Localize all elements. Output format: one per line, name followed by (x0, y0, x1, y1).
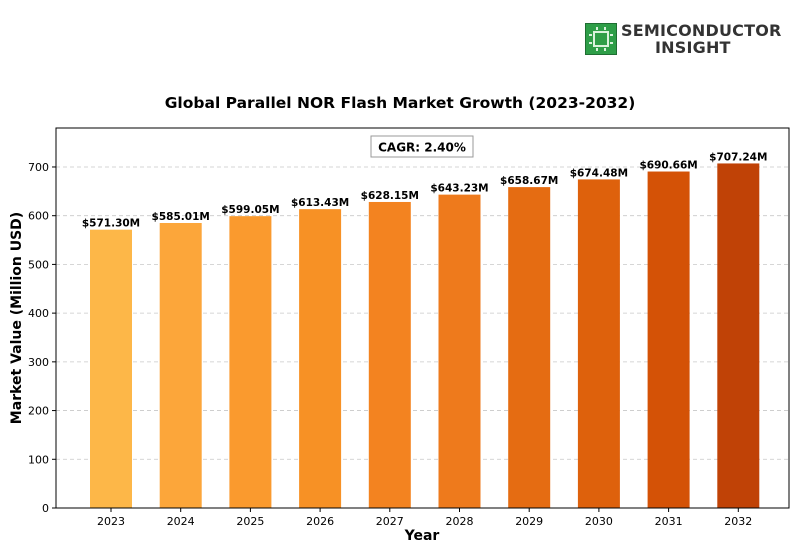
x-tick-label-2025: 2025 (236, 515, 264, 528)
chip-icon (585, 23, 617, 55)
x-axis: 2023 2024 2025 2026 2027 2028 2029 2030 2031 2032 (97, 508, 752, 528)
value-label-2030: $674.48M (570, 167, 628, 179)
x-tick-label-2031: 2031 (655, 515, 683, 528)
cagr-box (370, 135, 474, 158)
bar-2028 (438, 194, 481, 509)
x-tick-label-2032: 2032 (724, 515, 752, 528)
value-label-2024: $585.01M (152, 211, 210, 223)
y-axis-label: Market Value (Million USD) (9, 212, 25, 424)
y-axis: 0 100 200 300 400 500 600 700 (28, 161, 56, 515)
bar-2023 (90, 229, 132, 508)
y-tick-label: 700 (28, 161, 49, 174)
value-labels: $571.30M $585.01M $599.05M $613.43M $628.15M… (82, 151, 768, 229)
y-tick-label: 0 (42, 502, 49, 515)
value-label-2027: $628.15M (361, 190, 419, 202)
y-tick-label: 400 (28, 307, 49, 320)
value-label-2032: $707.24M (709, 151, 767, 163)
y-tick-label: 600 (28, 210, 49, 223)
y-tick-label: 100 (28, 453, 49, 466)
y-tick-label: 500 (28, 258, 49, 271)
value-label-2029: $658.67M (500, 175, 558, 187)
bar-2024 (159, 222, 202, 509)
bar-2027 (368, 201, 411, 508)
cagr-annotation: CAGR: 2.40% (370, 135, 474, 158)
value-label-2031: $690.66M (639, 160, 697, 172)
x-tick-label-2030: 2030 (585, 515, 613, 528)
value-label-2028: $643.23M (430, 183, 488, 195)
x-tick-label-2028: 2028 (446, 515, 474, 528)
y-tick-label: 200 (28, 405, 49, 418)
y-tick-label: 300 (28, 356, 49, 369)
bars (90, 163, 760, 509)
chart-title: Global Parallel NOR Flash Market Growth … (164, 94, 636, 112)
bar-2029 (508, 187, 551, 508)
bar-2030 (577, 179, 620, 509)
brand-name-line2: INSIGHT (655, 38, 731, 57)
bar-2031 (647, 171, 690, 509)
brand-name-line1: SEMICONDUCTOR (621, 21, 782, 40)
value-label-2025: $599.05M (221, 204, 279, 216)
cagr-text: CAGR: 2.40% (378, 141, 466, 155)
bar-2026 (299, 209, 342, 509)
x-tick-label-2024: 2024 (167, 515, 195, 528)
plot-frame (55, 127, 790, 509)
x-axis-label: Year (404, 528, 440, 544)
x-tick-label-2027: 2027 (376, 515, 404, 528)
x-tick-label-2023: 2023 (97, 515, 125, 528)
x-tick-label-2026: 2026 (306, 515, 334, 528)
value-label-2026: $613.43M (291, 197, 349, 209)
brand-logo: SEMICONDUCTOR INSIGHT (585, 20, 785, 58)
x-tick-label-2029: 2029 (515, 515, 543, 528)
bar-2025 (229, 216, 272, 508)
bar-2032 (717, 163, 760, 508)
value-label-2023: $571.30M (82, 218, 140, 230)
